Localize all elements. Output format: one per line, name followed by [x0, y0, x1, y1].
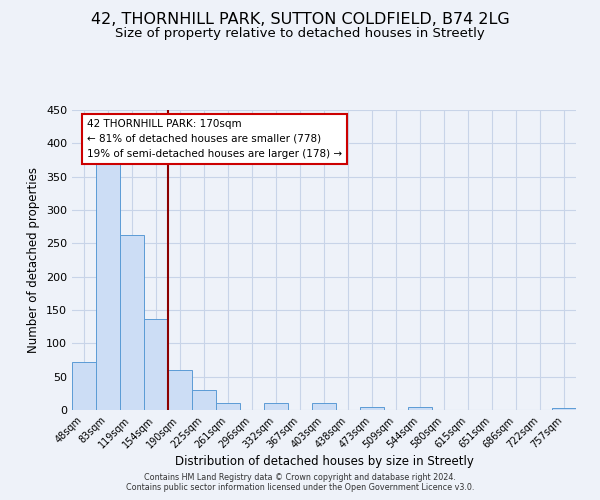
- Bar: [312, 404, 336, 410]
- Y-axis label: Number of detached properties: Number of detached properties: [28, 167, 40, 353]
- Bar: [216, 404, 240, 410]
- Bar: [408, 406, 432, 410]
- Bar: [192, 390, 216, 410]
- Bar: [264, 404, 288, 410]
- Text: Contains HM Land Registry data © Crown copyright and database right 2024.: Contains HM Land Registry data © Crown c…: [144, 474, 456, 482]
- Text: Contains public sector information licensed under the Open Government Licence v3: Contains public sector information licen…: [126, 484, 474, 492]
- Bar: [168, 370, 192, 410]
- Bar: [552, 408, 576, 410]
- Text: 42, THORNHILL PARK, SUTTON COLDFIELD, B74 2LG: 42, THORNHILL PARK, SUTTON COLDFIELD, B7…: [91, 12, 509, 28]
- Bar: [72, 362, 96, 410]
- Bar: [96, 158, 120, 410]
- Bar: [120, 236, 144, 410]
- X-axis label: Distribution of detached houses by size in Streetly: Distribution of detached houses by size …: [175, 456, 473, 468]
- Bar: [144, 318, 168, 410]
- Bar: [360, 406, 384, 410]
- Text: 42 THORNHILL PARK: 170sqm
← 81% of detached houses are smaller (778)
19% of semi: 42 THORNHILL PARK: 170sqm ← 81% of detac…: [87, 119, 342, 158]
- Text: Size of property relative to detached houses in Streetly: Size of property relative to detached ho…: [115, 28, 485, 40]
